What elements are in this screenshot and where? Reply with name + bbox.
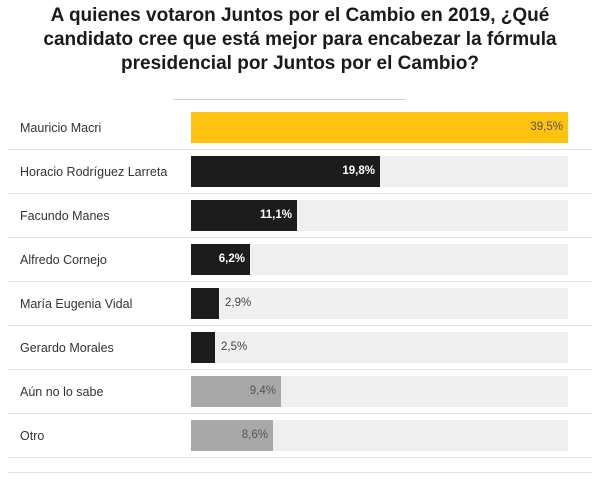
- category-label: Aún no lo sabe: [20, 385, 104, 399]
- chart-title: A quienes votaron Juntos por el Cambio e…: [43, 5, 557, 74]
- category-label: Mauricio Macri: [20, 121, 102, 135]
- bar-track: 39,5%: [191, 112, 568, 143]
- category-label: Otro: [20, 429, 45, 443]
- bar-track: 19,8%: [191, 156, 568, 187]
- bar: [191, 332, 215, 363]
- bar-row: Aún no lo sabe 9,4%: [8, 370, 592, 414]
- value-label: 9,4%: [249, 385, 276, 397]
- footer-divider: [8, 472, 592, 473]
- bar: [191, 288, 219, 319]
- category-label: Horacio Rodríguez Larreta: [20, 165, 168, 179]
- bar-row: Facundo Manes 11,1%: [8, 194, 592, 238]
- bar-track: 6,2%: [191, 244, 568, 275]
- value-label: 2,5%: [221, 341, 248, 353]
- bar: [191, 200, 297, 231]
- value-label: 11,1%: [260, 209, 292, 221]
- bar-track: 9,4%: [191, 376, 568, 407]
- bar-row: Otro 8,6%: [8, 414, 592, 458]
- bar-chart: Mauricio Macri 39,5% Horacio Rodríguez Lar…: [0, 106, 600, 460]
- bar-track: 8,6%: [191, 420, 568, 451]
- bar: [191, 376, 281, 407]
- bar: [191, 112, 568, 143]
- bar-track: 11,1%: [191, 200, 568, 231]
- value-label: 8,6%: [241, 429, 268, 441]
- value-label: 19,8%: [342, 165, 375, 177]
- bar: [191, 420, 273, 451]
- bar-row: Horacio Rodríguez Larreta 19,8%: [8, 150, 592, 194]
- bar: [191, 244, 250, 275]
- value-label: 39,5%: [530, 121, 563, 133]
- value-label: 2,9%: [225, 297, 252, 309]
- bar-row: Alfredo Cornejo 6,2%: [8, 238, 592, 282]
- bar: [191, 156, 380, 187]
- bar-row: Gerardo Morales 2,5%: [8, 326, 592, 370]
- value-label: 6,2%: [218, 253, 245, 265]
- category-label: Facundo Manes: [20, 209, 110, 223]
- bar-track: 2,5%: [191, 332, 568, 363]
- title-divider: [174, 99, 406, 100]
- category-label: María Eugenia Vidal: [20, 297, 133, 311]
- bar-row: María Eugenia Vidal 2,9%: [8, 282, 592, 326]
- bar-row: Mauricio Macri 39,5%: [8, 106, 592, 150]
- bar-track: 2,9%: [191, 288, 568, 319]
- category-label: Alfredo Cornejo: [20, 253, 107, 267]
- category-label: Gerardo Morales: [20, 341, 114, 355]
